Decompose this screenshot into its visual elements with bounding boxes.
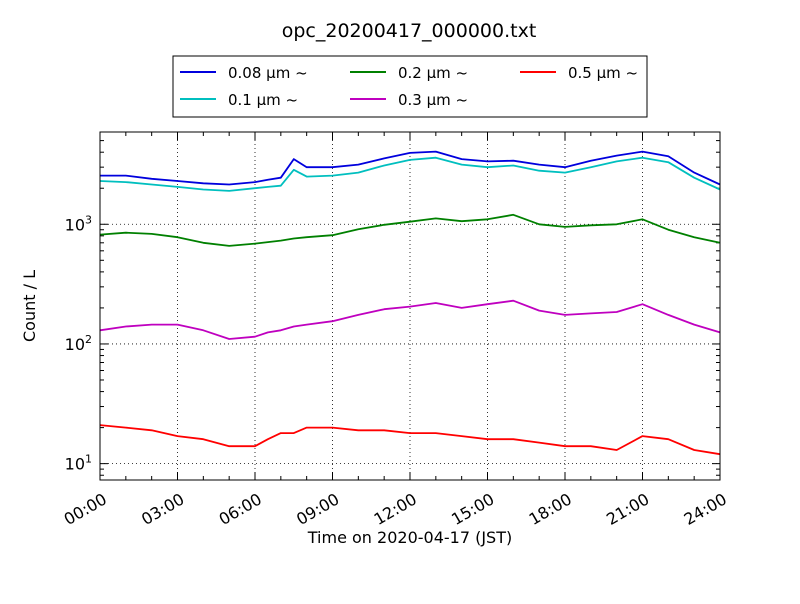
legend-label: 0.08 μm ~: [228, 64, 308, 82]
ticks: [99, 132, 721, 480]
series-line: [99, 213, 721, 247]
y-tick-label: 102: [65, 333, 92, 354]
plot-frame: [99, 131, 721, 481]
series-line: [99, 156, 721, 192]
legend-label: 0.3 μm ~: [398, 91, 468, 109]
series-lines: [99, 150, 721, 456]
y-tick-exponent: 2: [85, 333, 92, 346]
y-tick-label: 103: [65, 213, 92, 234]
y-tick-base: 10: [65, 215, 85, 234]
y-tick-label: 101: [65, 453, 92, 474]
y-tick-base: 10: [65, 335, 85, 354]
legend-label: 0.5 μm ~: [568, 64, 638, 82]
x-axis-label: Time on 2020-04-17 (JST): [307, 528, 512, 547]
y-tick-base: 10: [65, 455, 85, 474]
y-tick-exponent: 1: [85, 453, 92, 466]
series-line: [100, 150, 721, 186]
series-line: [99, 424, 721, 456]
y-axis-label: Count / L: [20, 270, 39, 342]
y-tick-exponent: 3: [85, 213, 92, 226]
legend: 0.08 μm ~ 0.1 μm ~ 0.2 μm ~ 0.3 μm ~ 0.5 μm …: [172, 55, 648, 118]
chart-title: opc_20200417_000000.txt: [282, 20, 537, 42]
series-line: [99, 299, 721, 340]
legend-label: 0.2 μm ~: [398, 64, 468, 82]
legend-label: 0.1 μm ~: [228, 91, 298, 109]
legend-frame: [172, 55, 648, 118]
